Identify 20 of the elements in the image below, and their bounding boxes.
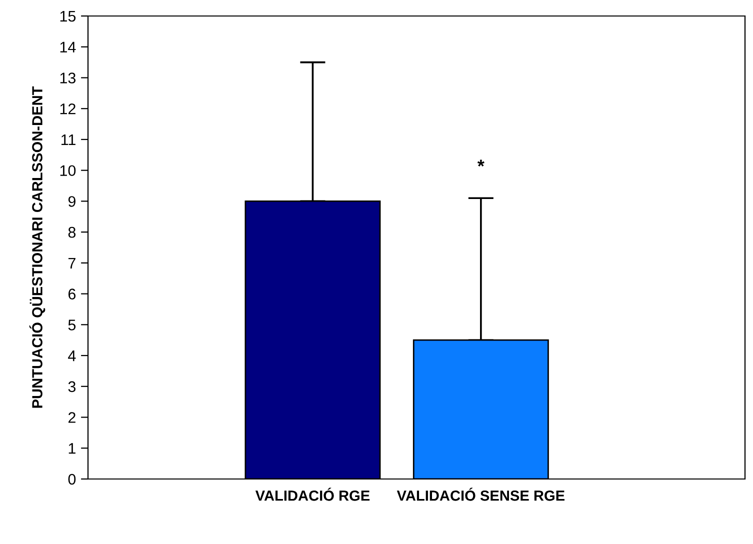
y-tick-label: 0 [68,474,76,485]
y-tick-label: 14 [60,42,76,52]
y-axis-title: PUNTUACIÓ QÜESTIONARI CARLSSON-DENT [29,86,46,408]
y-tick-label: 11 [61,134,76,145]
y-tick-label: 4 [68,350,76,362]
y-tick-label: 10 [60,165,76,176]
y-tick-label: 13 [60,72,76,84]
y-tick-label: 3 [68,381,76,392]
x-tick-label: VALIDACIÓ RGE [255,488,370,501]
y-tick-label: 2 [68,412,76,423]
x-tick-label: VALIDACIÓ SENSE RGE [396,488,564,501]
y-tick-label: 5 [68,320,76,330]
y-tick-label: 7 [68,258,76,268]
y-tick-label: 1 [68,443,76,454]
y-tick-label: 9 [68,196,76,207]
annotation: * [477,160,484,167]
y-tick-label: 6 [68,288,76,300]
y-tick-label: 15 [60,11,76,22]
y-tick-label: 12 [60,103,76,114]
y-tick-label: 8 [68,226,76,238]
